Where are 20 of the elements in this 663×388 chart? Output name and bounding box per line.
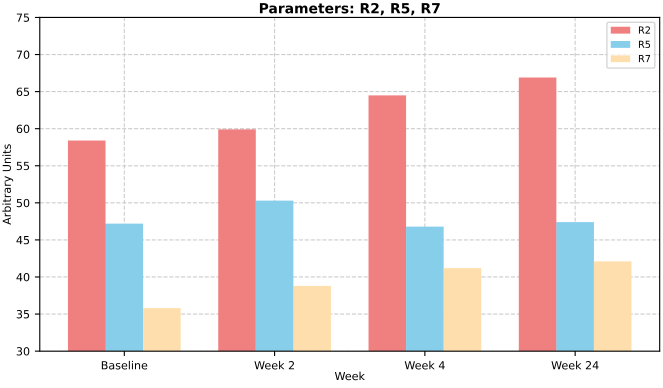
y-axis-title: Arbitrary Units bbox=[2, 144, 14, 225]
chart-title: Parameters: R2, R5, R7 bbox=[260, 2, 440, 16]
y-tick-label: 55 bbox=[16, 162, 30, 170]
x-tick-label: Baseline bbox=[102, 360, 148, 370]
x-tick-label: Week 2 bbox=[254, 360, 294, 370]
x-tick-label: Week 4 bbox=[404, 360, 445, 370]
legend-label: R7 bbox=[638, 55, 650, 62]
y-tick-label: 65 bbox=[16, 88, 30, 96]
legend-label: R5 bbox=[638, 40, 650, 48]
x-tick-label: Week 24 bbox=[551, 360, 599, 370]
y-tick-label: 60 bbox=[16, 124, 30, 134]
y-tick-label: 40 bbox=[16, 272, 30, 282]
x-axis-title: Week bbox=[334, 372, 365, 380]
y-tick-label: 35 bbox=[16, 310, 30, 318]
y-tick-label: 75 bbox=[16, 14, 30, 22]
legend-label: R2 bbox=[638, 26, 650, 34]
y-tick-label: 70 bbox=[16, 50, 30, 59]
y-tick-label: 45 bbox=[16, 236, 30, 244]
y-tick-label: 50 bbox=[16, 198, 30, 208]
y-tick-label: 30 bbox=[16, 347, 30, 356]
